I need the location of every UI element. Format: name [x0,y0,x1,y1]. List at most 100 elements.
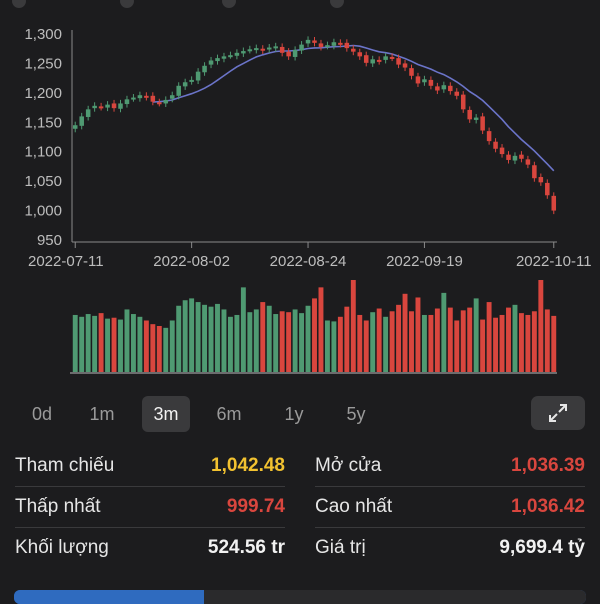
volume-bar [383,316,389,372]
candle-body [105,104,110,108]
volume-bar [318,287,324,372]
volume-value: 524.56 tr [207,537,285,558]
high-price-value: 1,036.42 [511,496,585,517]
tab-indicator[interactable] [120,0,134,8]
volume-bar [215,303,220,372]
action-segment[interactable] [204,590,394,604]
volume-bar [506,307,511,372]
volume-bar [499,314,505,372]
candle-body [448,85,453,92]
candle-body [305,39,311,44]
candle-body [415,76,421,84]
candle-body [402,63,408,68]
action-segment[interactable] [14,590,204,604]
volume-bar [551,315,557,372]
stat-high: Cao nhất 1,036.42 [315,487,585,527]
candle-body [72,125,78,129]
candle-body [344,42,350,49]
range-tab-6m[interactable]: 6m [216,404,242,424]
stat-label: Cao nhất [315,496,393,517]
candle-body [79,116,84,126]
candle-body [519,154,524,159]
volume-bar [118,319,123,372]
candle-body [266,47,272,50]
volume-bar [260,302,266,372]
volume-bar [402,293,408,372]
candle-body [292,49,298,57]
candle-body [144,95,149,98]
candle-body [299,44,304,51]
volume-bar [544,309,550,372]
candle-body [85,109,91,117]
price-chart[interactable]: 1,300 1,250 1,200 1,150 1,100 1,050 1,000 950 20… [0,14,600,384]
volume-bar [247,312,253,372]
volume-bar [137,316,143,372]
volume-bar [467,307,473,372]
tab-indicator[interactable] [222,0,236,8]
volume-bar [130,314,136,372]
candle-body [182,82,188,87]
tab-indicator[interactable] [12,0,26,8]
candle-body [92,105,97,109]
volume-bar [428,314,434,372]
candle-body [351,48,356,52]
x-tick-label: 2022-08-24 [270,253,347,270]
top-tab-strip [0,0,600,8]
x-tick-label: 2022-07-11 [28,253,104,270]
action-segment[interactable] [394,590,586,604]
reference-price-value: 1,042.48 [211,455,285,476]
stat-label: Mở cửa [315,455,382,476]
candle-body [176,85,181,96]
volume-bar [266,305,272,372]
stat-low: Thấp nhất 999.74 [15,487,285,527]
volume-bar [105,318,111,372]
volume-bar [189,298,195,372]
volume-bar [421,314,427,372]
y-tick-label: 950 [37,232,62,249]
candle-body [545,182,550,196]
volume-bar [156,326,162,372]
range-tab-5y[interactable]: 5y [346,404,366,424]
stat-reference: Tham chiếu 1,042.48 [15,446,285,486]
candle-body [512,155,518,161]
volume-bar [227,316,233,372]
candle-body [208,60,214,65]
range-tab-0d[interactable]: 0d [31,404,53,424]
range-tab-3m[interactable]: 3m [142,396,190,432]
volume-bar [182,300,188,372]
bottom-action-bar[interactable] [14,590,586,604]
volume-bar [253,309,259,372]
candle-body [473,117,479,120]
volume-bar [163,327,169,372]
candle-body [111,103,117,109]
candle-body [247,49,253,52]
x-tick-label: 2022-09-19 [386,253,463,270]
volume-bar [396,304,402,372]
candle-body [286,51,291,57]
tab-indicator[interactable] [330,0,344,8]
candle-body [370,59,375,64]
candle-body [169,95,175,99]
volume-bar [98,313,104,372]
volume-bar [202,304,208,372]
stat-label: Khối lượng [15,537,109,558]
candle-body [532,165,537,179]
volume-bar [447,307,453,372]
expand-chart-button[interactable] [531,396,585,430]
range-tab-1y[interactable]: 1y [284,404,304,424]
candle-body [260,48,266,51]
divider [15,486,285,487]
low-price-value: 999.74 [226,496,285,517]
volume-bar [363,320,369,372]
candle-body [506,154,511,160]
stat-value: Giá trị 9,699.4 tỷ [315,528,585,568]
candle-body [163,99,169,104]
candlestick-chart-svg[interactable]: 1,300 1,250 1,200 1,150 1,100 1,050 1,000 950 20… [0,14,600,384]
volume-bar [124,309,130,372]
range-tab-1m[interactable]: 1m [89,404,115,424]
volume-bar [273,314,279,372]
divider [15,527,285,528]
volume-bar [279,311,285,372]
candle-body [331,42,337,46]
stat-volume: Khối lượng 524.56 tr [15,528,285,568]
